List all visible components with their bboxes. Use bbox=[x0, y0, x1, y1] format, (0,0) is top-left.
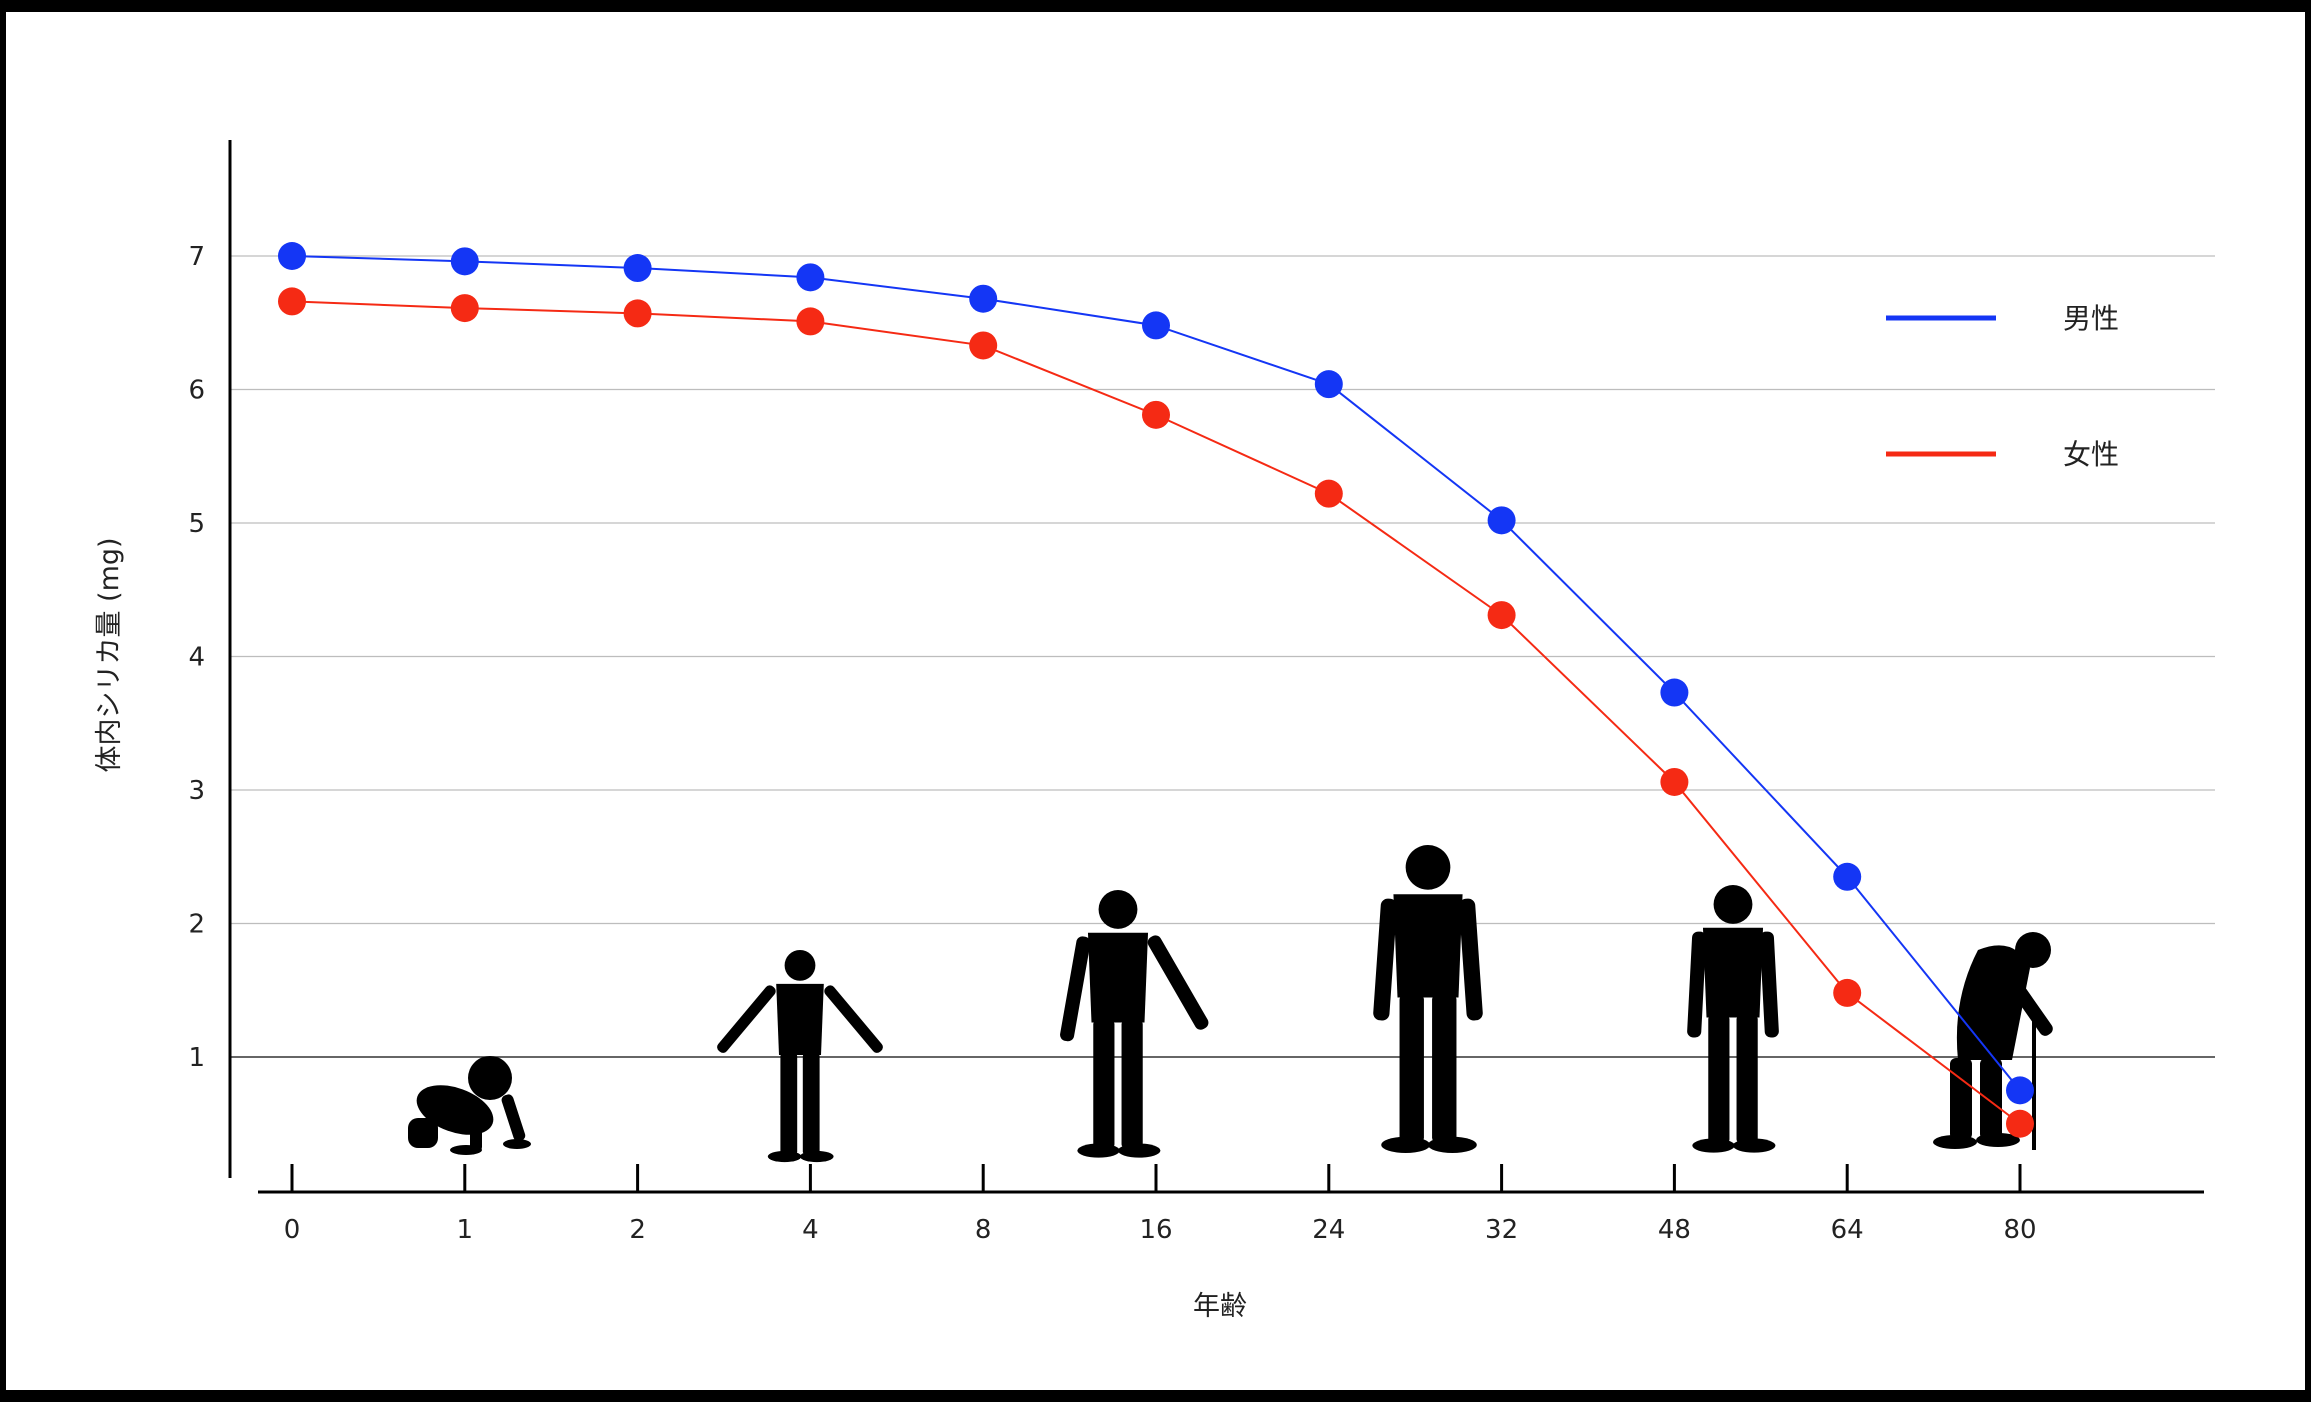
x-axis-title: 年齢 bbox=[1193, 1291, 1247, 1322]
middle-aged-man-silhouette bbox=[1687, 885, 1779, 1153]
x-ticks: 0 1 2 4 8 16 24 32 48 64 80 bbox=[284, 1164, 2037, 1245]
elderly-man-with-cane-silhouette bbox=[1933, 932, 2053, 1150]
x-tick-label: 48 bbox=[1658, 1215, 1691, 1245]
baby-silhouette bbox=[408, 1056, 531, 1155]
x-tick-label: 4 bbox=[802, 1215, 819, 1245]
data-point bbox=[450, 247, 479, 276]
axes bbox=[228, 140, 2204, 1194]
y-ticks: 1 2 3 4 5 6 7 bbox=[188, 242, 205, 1073]
gridlines bbox=[230, 255, 2215, 1058]
data-point bbox=[1833, 862, 1862, 891]
data-point bbox=[969, 331, 998, 360]
chart-background bbox=[6, 12, 2305, 1390]
x-tick-label: 2 bbox=[629, 1215, 646, 1245]
y-tick-label: 6 bbox=[188, 376, 205, 406]
data-point bbox=[1660, 767, 1689, 796]
legend-label: 女性 bbox=[2063, 438, 2119, 471]
x-tick-label: 8 bbox=[975, 1215, 992, 1245]
y-axis-title: 体内シリカ量 (mg) bbox=[94, 537, 125, 772]
data-point bbox=[796, 307, 825, 336]
x-tick-label: 24 bbox=[1312, 1215, 1345, 1245]
data-point bbox=[969, 284, 998, 313]
data-point bbox=[1487, 506, 1516, 535]
x-tick-label: 64 bbox=[1831, 1215, 1864, 1245]
y-tick-label: 4 bbox=[188, 643, 205, 673]
data-point bbox=[1314, 370, 1343, 399]
data-point bbox=[623, 254, 652, 283]
y-tick-label: 1 bbox=[188, 1043, 205, 1073]
legend-label: 男性 bbox=[2063, 302, 2119, 335]
adult-man-silhouette bbox=[1373, 845, 1483, 1154]
data-point bbox=[1142, 400, 1170, 429]
x-tick-label: 80 bbox=[2003, 1215, 2036, 1245]
x-tick-label: 32 bbox=[1485, 1215, 1518, 1245]
data-point bbox=[1314, 479, 1343, 508]
data-point bbox=[2006, 1109, 2034, 1138]
x-tick-label: 16 bbox=[1139, 1215, 1172, 1245]
data-point bbox=[278, 242, 306, 270]
x-tick-label: 1 bbox=[457, 1215, 474, 1245]
y-tick-label: 7 bbox=[188, 242, 205, 272]
age-silhouettes bbox=[408, 845, 2053, 1163]
y-tick-label: 5 bbox=[188, 509, 205, 539]
data-point bbox=[2006, 1076, 2034, 1105]
x-tick-label: 0 bbox=[284, 1215, 301, 1245]
series-layer bbox=[278, 242, 2034, 1138]
data-point bbox=[1487, 601, 1516, 630]
y-tick-label: 3 bbox=[188, 776, 205, 806]
data-point bbox=[623, 299, 652, 328]
data-point bbox=[278, 287, 306, 316]
data-point bbox=[1142, 311, 1170, 340]
child-silhouette bbox=[717, 950, 883, 1163]
y-tick-label: 2 bbox=[188, 910, 205, 940]
data-point bbox=[450, 294, 479, 323]
data-point bbox=[1833, 978, 1862, 1007]
teen-silhouette bbox=[1060, 890, 1209, 1158]
data-point bbox=[1660, 678, 1689, 707]
data-point bbox=[796, 263, 825, 292]
